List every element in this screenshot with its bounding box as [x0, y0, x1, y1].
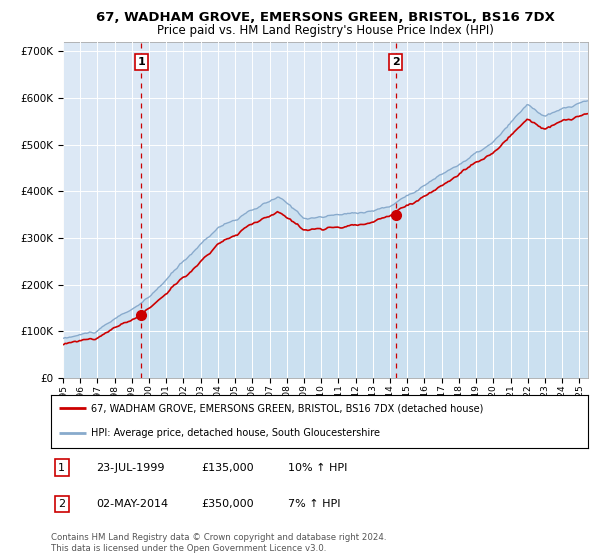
Text: 2: 2: [392, 57, 400, 67]
Text: 1: 1: [58, 463, 65, 473]
Text: 10% ↑ HPI: 10% ↑ HPI: [288, 463, 347, 473]
Text: 1: 1: [137, 57, 145, 67]
Text: 2: 2: [58, 499, 65, 509]
Text: 7% ↑ HPI: 7% ↑ HPI: [288, 499, 341, 509]
Text: 02-MAY-2014: 02-MAY-2014: [96, 499, 168, 509]
Text: £350,000: £350,000: [201, 499, 254, 509]
Text: Price paid vs. HM Land Registry's House Price Index (HPI): Price paid vs. HM Land Registry's House …: [157, 24, 494, 36]
Text: HPI: Average price, detached house, South Gloucestershire: HPI: Average price, detached house, Sout…: [91, 428, 380, 438]
Text: £135,000: £135,000: [201, 463, 254, 473]
Text: Contains HM Land Registry data © Crown copyright and database right 2024.
This d: Contains HM Land Registry data © Crown c…: [51, 533, 386, 553]
Text: 67, WADHAM GROVE, EMERSONS GREEN, BRISTOL, BS16 7DX: 67, WADHAM GROVE, EMERSONS GREEN, BRISTO…: [96, 11, 555, 24]
Text: 23-JUL-1999: 23-JUL-1999: [96, 463, 164, 473]
Text: 67, WADHAM GROVE, EMERSONS GREEN, BRISTOL, BS16 7DX (detached house): 67, WADHAM GROVE, EMERSONS GREEN, BRISTO…: [91, 403, 484, 413]
